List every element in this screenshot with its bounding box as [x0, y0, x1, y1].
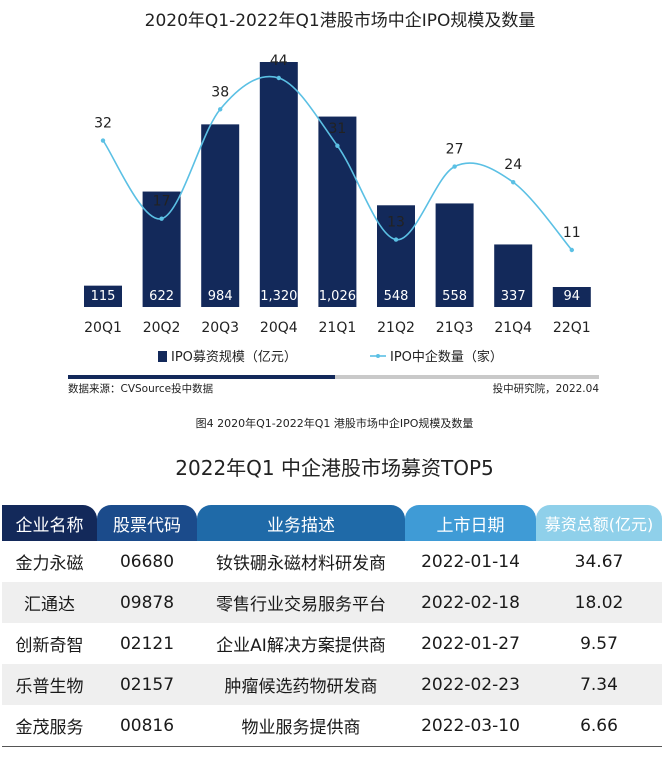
bar-value-label: 548	[384, 289, 409, 304]
bar-value-label: 984	[208, 289, 233, 304]
line-series: 32 17 38 44 31 13 27 24 11	[94, 53, 581, 253]
line-value-label: 44	[270, 53, 288, 69]
table-row: 汇通达 09878 零售行业交易服务平台 2022-02-18 18.02	[2, 582, 662, 623]
cell-business: 零售行业交易服务平台	[197, 582, 405, 623]
cell-amount: 34.67	[574, 551, 624, 572]
bar	[318, 116, 357, 308]
table-row: 金茂服务 00816 物业服务提供商 2022-03-10 6.66	[2, 705, 662, 747]
line-point	[100, 138, 106, 143]
header-business: 业务描述	[197, 505, 405, 541]
x-tick-label: 20Q1	[84, 320, 122, 336]
cell-company: 创新奇智	[15, 636, 84, 656]
cell-amount: 9.57	[580, 633, 618, 654]
table-header-row: 企业名称 股票代码 业务描述 上市日期 募资总额(亿元)	[2, 505, 662, 541]
header-code: 股票代码	[97, 505, 197, 541]
line-value-label: 24	[504, 157, 522, 173]
ipo-chart: 2020年Q1-2022年Q1港股市场中企IPO规模及数量 115 622 984 1…	[84, 11, 591, 365]
line-point	[393, 237, 399, 242]
cell-code: 02121	[119, 633, 175, 654]
header-date: 上市日期	[405, 505, 536, 541]
cell-company: 乐普生物	[2, 664, 97, 705]
cell-business: 企业AI解决方案提供商	[216, 636, 386, 656]
x-tick-label: 20Q4	[260, 320, 298, 336]
bar	[435, 203, 474, 307]
legend-line-marker	[376, 354, 380, 358]
x-tick-label: 20Q3	[201, 320, 239, 336]
bar	[259, 62, 298, 307]
bar	[377, 205, 415, 307]
x-tick-label: 21Q1	[319, 320, 357, 336]
bar	[201, 124, 240, 307]
cell-company: 金力永磁	[15, 554, 84, 574]
cell-amount: 18.02	[536, 582, 662, 623]
cell-amount: 6.66	[536, 705, 662, 747]
line-value-label: 27	[446, 142, 464, 158]
legend-bar-swatch	[158, 351, 167, 362]
line-point	[159, 216, 164, 221]
legend-bar-label: IPO募资规模（亿元）	[171, 350, 297, 365]
cell-business: 物业服务提供商	[197, 705, 405, 747]
cell-business: 钕铁硼永磁材料研发商	[216, 554, 386, 574]
bar	[84, 285, 122, 307]
x-tick-label: 22Q1	[553, 320, 591, 336]
cell-business: 肿瘤候选药物研发商	[197, 664, 405, 705]
credit-note: 投中研究院，2022.04	[492, 383, 599, 395]
bar-value-label: 1,320	[260, 289, 297, 304]
x-tick-label: 21Q4	[494, 320, 532, 336]
line-value-label: 17	[153, 194, 171, 210]
cell-code: 09878	[97, 582, 197, 623]
line-value-label: 38	[211, 84, 229, 100]
cell-date: 2022-02-23	[405, 664, 536, 705]
line-point	[276, 75, 281, 81]
line-point	[569, 247, 574, 253]
x-tick-label: 21Q2	[377, 320, 415, 336]
bar-value-label: 94	[564, 289, 581, 304]
legend: IPO募资规模（亿元） IPO中企数量（家）	[158, 349, 503, 365]
bar	[494, 244, 533, 307]
bar-value-label: 115	[91, 289, 116, 304]
x-axis: 20Q1 20Q2 20Q3 20Q4 21Q1 21Q2 21Q3 21Q4 22Q1	[84, 320, 591, 336]
cell-code: 06680	[119, 551, 175, 572]
cell-amount: 7.34	[536, 664, 662, 705]
cell-date: 2022-01-14	[421, 551, 520, 572]
bar	[142, 191, 181, 307]
divider-bar	[68, 375, 599, 379]
line-point	[452, 164, 457, 169]
x-tick-label: 20Q2	[143, 320, 181, 336]
bar-series: 115 622 984 1,320 1,026 548 558 337 94	[84, 62, 591, 308]
bar-value-label: 558	[442, 289, 467, 304]
cell-date: 2022-01-27	[421, 633, 520, 654]
x-tick-label: 21Q3	[436, 320, 474, 336]
chart-title: 2020年Q1-2022年Q1港股市场中企IPO规模及数量	[145, 11, 536, 31]
legend-line-label: IPO中企数量（家）	[390, 349, 503, 365]
table-row: 乐普生物 02157 肿瘤候选药物研发商 2022-02-23 7.34	[2, 664, 662, 705]
line-value-label: 13	[387, 215, 405, 231]
table-row: 创新奇智 02121 企业AI解决方案提供商 2022-01-27 9.57	[2, 623, 662, 664]
line-value-label: 31	[328, 121, 346, 137]
line-value-label: 11	[563, 225, 581, 241]
line-point	[218, 107, 223, 112]
bar-value-label: 622	[149, 289, 174, 304]
header-amount: 募资总额(亿元)	[536, 505, 662, 541]
bar-value-label: 1,026	[319, 289, 356, 304]
cell-date: 2022-02-18	[405, 582, 536, 623]
table-title: 2022年Q1 中企港股市场募资TOP5	[175, 456, 494, 480]
bar	[552, 287, 591, 307]
header-company: 企业名称	[2, 505, 97, 541]
line-value-label: 32	[94, 116, 112, 132]
source-note: 数据来源：CVSource投中数据	[68, 383, 214, 395]
cell-company: 金茂服务	[2, 705, 97, 747]
top5-table: 企业名称 股票代码 业务描述 上市日期 募资总额(亿元) 金力永磁 06680 …	[2, 505, 662, 747]
figure-caption: 图4 2020年Q1-2022年Q1 港股市场中企IPO规模及数量	[195, 417, 474, 430]
cell-company: 汇通达	[2, 582, 97, 623]
cell-code: 00816	[97, 705, 197, 747]
cell-date: 2022-03-10	[405, 705, 536, 747]
table-row: 金力永磁 06680 钕铁硼永磁材料研发商 2022-01-14 34.67	[2, 541, 662, 582]
bar-value-label: 337	[501, 289, 526, 304]
line-point	[335, 143, 340, 148]
cell-code: 02157	[97, 664, 197, 705]
line-point	[511, 180, 516, 185]
